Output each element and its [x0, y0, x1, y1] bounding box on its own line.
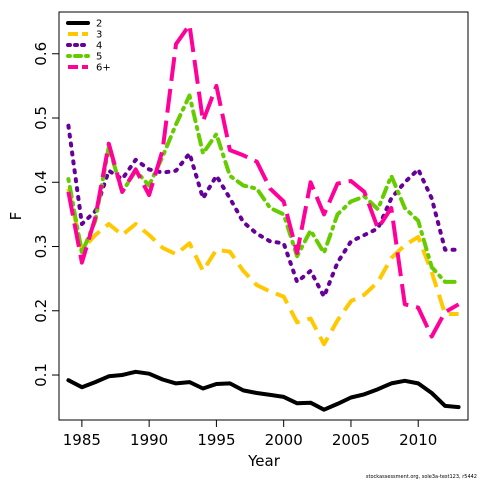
y-tick-label: 0.1: [32, 363, 50, 387]
y-tick-label: 0.6: [32, 42, 50, 66]
y-axis-label: F: [7, 212, 25, 221]
plot-frame: [58, 11, 469, 421]
y-axis: 0.1 0.2 0.3 0.4 0.5 0.6: [32, 42, 60, 387]
series-line-5: [66, 22, 460, 339]
y-tick-label: 0.2: [32, 299, 50, 323]
x-tick-label: 2010: [399, 431, 437, 449]
legend-item: 5: [66, 52, 102, 63]
legend-item: 3: [68, 30, 102, 41]
series-line-2: [66, 188, 459, 347]
x-tick-label: 1985: [63, 431, 101, 449]
x-tick-label: 1995: [197, 431, 235, 449]
legend-item: 4: [66, 41, 102, 52]
y-tick-label: 0.3: [32, 235, 50, 259]
legend-label: 4: [96, 41, 102, 52]
legend-label: 5: [96, 52, 102, 63]
y-tick-label: 0.4: [32, 170, 50, 194]
series-layer: [66, 22, 461, 412]
x-tick-label: 2005: [332, 431, 370, 449]
footnote: stockassessment.org, sole3a-test123, r54…: [366, 474, 477, 480]
legend-label: 3: [96, 30, 102, 41]
x-tick-label: 2000: [265, 431, 303, 449]
legend-label: 6+: [96, 63, 111, 74]
series-line-1: [66, 369, 461, 412]
series-line-4: [66, 93, 461, 284]
x-tick-label: 1990: [130, 431, 168, 449]
y-tick-label: 0.5: [32, 106, 50, 130]
x-axis: 1985 1990 1995 2000 2005 2010: [63, 419, 437, 449]
legend-item: 2: [66, 19, 102, 30]
legend-item: 6+: [68, 63, 111, 74]
x-axis-label: Year: [247, 452, 281, 470]
legend-label: 2: [96, 19, 102, 30]
series-line-3: [66, 123, 461, 299]
